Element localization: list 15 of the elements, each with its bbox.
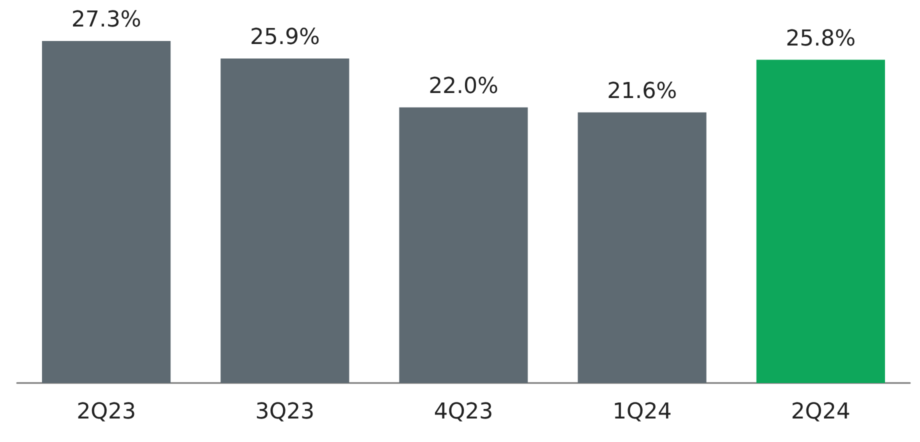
- data-label: 21.6%: [607, 78, 678, 104]
- x-tick-label: 2Q23: [76, 400, 136, 424]
- bar: [42, 41, 171, 383]
- data-label: 27.3%: [71, 8, 142, 32]
- x-tick-label: 2Q24: [791, 400, 850, 424]
- bar: [578, 112, 706, 383]
- data-label: 25.8%: [786, 26, 856, 52]
- bar: [220, 58, 350, 383]
- data-label: 25.9%: [250, 25, 320, 50]
- data-label: 22.0%: [428, 74, 498, 99]
- bar: [756, 60, 885, 383]
- bar: [399, 107, 528, 383]
- x-tick-label: 4Q23: [434, 400, 494, 424]
- x-tick-label: 3Q23: [255, 400, 315, 424]
- x-tick-label: 1Q24: [612, 400, 672, 424]
